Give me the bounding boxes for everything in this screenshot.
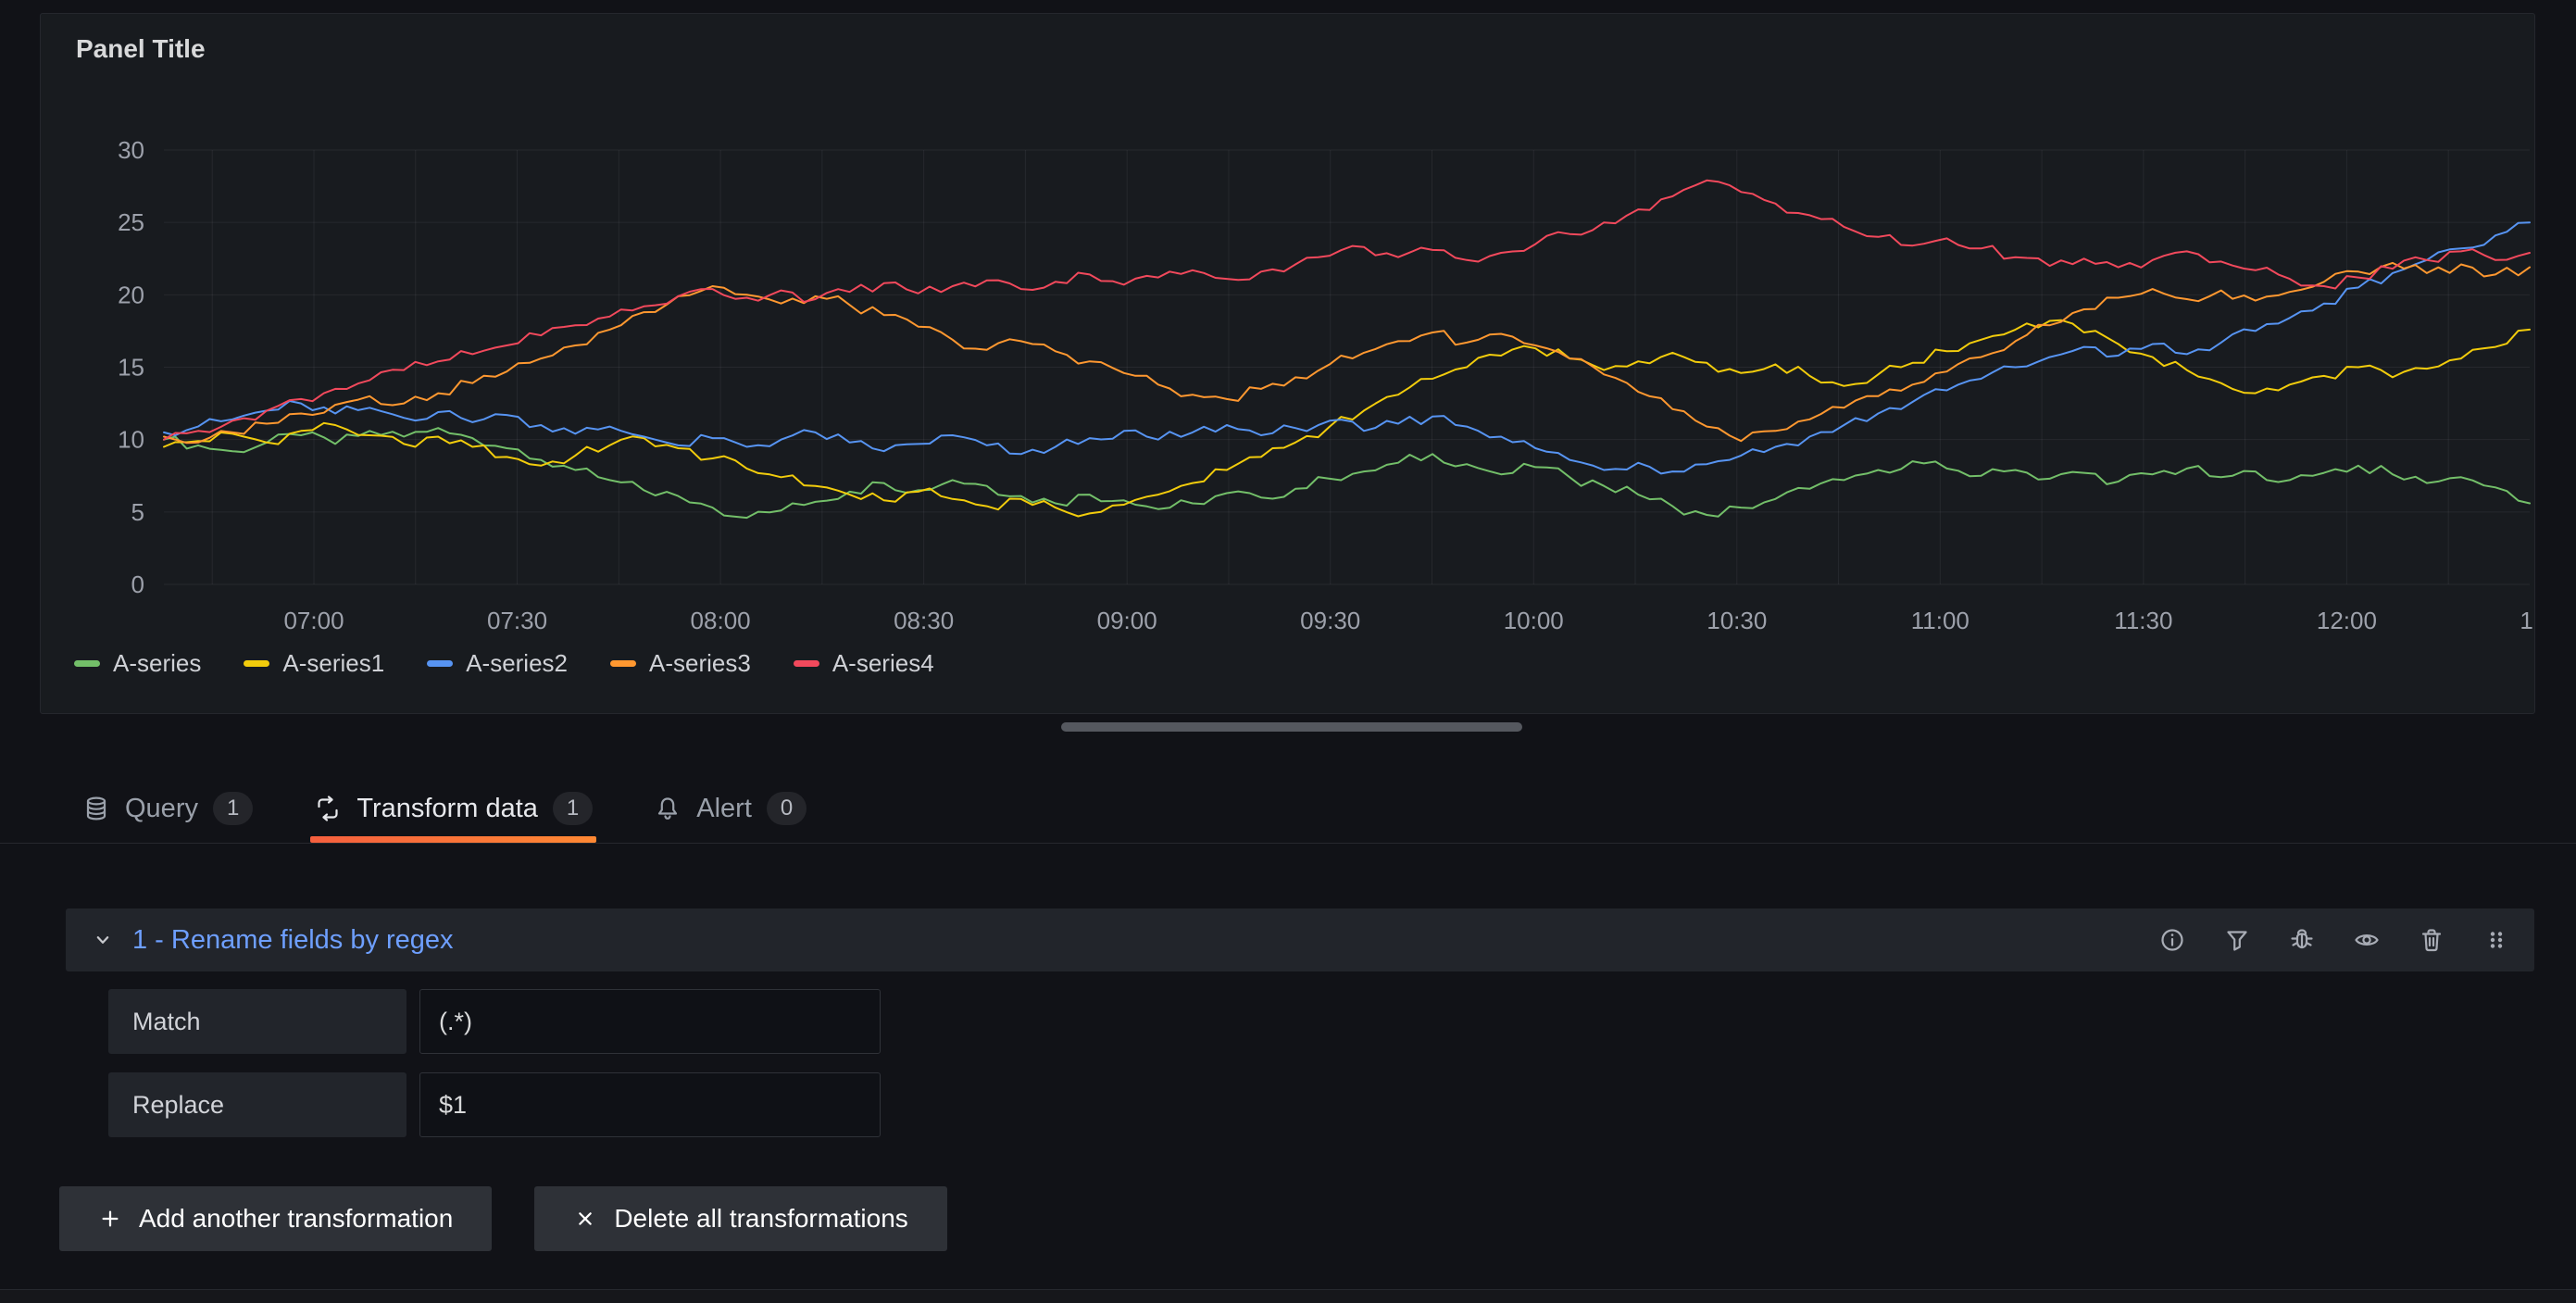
replace-label: Replace (108, 1072, 406, 1137)
svg-text:11:30: 11:30 (2114, 607, 2172, 634)
delete-all-transformations-button[interactable]: Delete all transformations (534, 1186, 947, 1251)
svg-text:30: 30 (118, 136, 144, 164)
svg-text:20: 20 (118, 281, 144, 308)
svg-text:12:00: 12:00 (2317, 607, 2377, 634)
time-series-chart[interactable]: 0 5 10 15 20 25 30 07:00 07:30 08:00 08:30 09:00 09:… (41, 14, 2532, 711)
transform-icon (314, 795, 342, 822)
graph-panel: Panel Title 0 5 10 15 20 25 30 07:00 07:30 08:00 0… (40, 13, 2535, 714)
tab-label: Query (125, 793, 198, 823)
transformation-header: 1 - Rename fields by regex (66, 908, 2534, 971)
legend-label: A-series3 (649, 649, 751, 677)
legend-item[interactable]: A-series4 (793, 649, 934, 678)
svg-text:08:00: 08:00 (691, 607, 751, 634)
svg-text:10:00: 10:00 (1504, 607, 1564, 634)
svg-text:08:30: 08:30 (894, 607, 954, 634)
svg-text:10: 10 (118, 426, 144, 454)
tab-alert[interactable]: Alert 0 (650, 774, 810, 843)
close-icon (573, 1207, 597, 1231)
legend-label: A-series1 (282, 649, 385, 677)
tabbar-divider (0, 843, 2576, 844)
editor-tabbar: Query 1 Transform data 1 Alert 0 (79, 774, 810, 843)
match-label: Match (108, 989, 406, 1054)
database-icon (82, 795, 110, 822)
svg-text:09:30: 09:30 (1300, 607, 1360, 634)
tab-label: Alert (696, 793, 752, 823)
svg-text:10:30: 10:30 (1707, 607, 1767, 634)
svg-text:15: 15 (118, 354, 144, 382)
replace-input[interactable] (419, 1072, 881, 1137)
tab-count-badge: 0 (766, 792, 807, 825)
chart-legend: A-series A-series1 A-series2 A-series3 A-ser… (74, 649, 934, 678)
svg-text:07:30: 07:30 (487, 607, 547, 634)
legend-swatch (74, 660, 100, 667)
filter-icon[interactable] (2223, 926, 2251, 954)
svg-text:09:00: 09:00 (1097, 607, 1157, 634)
delete-all-transformations-label: Delete all transformations (614, 1204, 908, 1233)
tab-count-badge: 1 (552, 792, 594, 825)
add-transformation-button[interactable]: Add another transformation (59, 1186, 493, 1251)
eye-icon[interactable] (2353, 926, 2381, 954)
trash-icon[interactable] (2418, 926, 2445, 954)
bell-icon (654, 795, 682, 822)
plus-icon (98, 1207, 122, 1231)
info-icon[interactable] (2158, 926, 2186, 954)
bottom-divider (0, 1289, 2576, 1303)
svg-text:12:30: 12:30 (2520, 607, 2532, 634)
svg-text:5: 5 (131, 498, 144, 526)
match-field-row: Match (108, 989, 881, 1054)
bug-icon[interactable] (2288, 926, 2316, 954)
horizontal-scrollbar[interactable] (1061, 722, 1522, 732)
panel-title[interactable]: Panel Title (76, 34, 206, 63)
replace-field-row: Replace (108, 1072, 881, 1137)
grip-icon[interactable] (2482, 926, 2510, 954)
legend-item[interactable]: A-series (74, 649, 201, 678)
add-transformation-label: Add another transformation (139, 1204, 454, 1233)
transformation-toolbar (2158, 926, 2510, 954)
transformation-title[interactable]: 1 - Rename fields by regex (132, 924, 454, 955)
legend-item[interactable]: A-series3 (610, 649, 751, 678)
svg-text:07:00: 07:00 (283, 607, 344, 634)
tab-label: Transform data (356, 793, 538, 823)
tab-query[interactable]: Query 1 (79, 774, 256, 843)
tab-transform-data[interactable]: Transform data 1 (310, 774, 597, 843)
legend-item[interactable]: A-series1 (244, 649, 384, 678)
legend-item[interactable]: A-series2 (427, 649, 568, 678)
chevron-down-icon[interactable] (90, 927, 116, 953)
active-tab-indicator (310, 836, 597, 843)
legend-swatch (244, 660, 270, 667)
svg-text:25: 25 (118, 208, 144, 236)
svg-text:0: 0 (131, 570, 144, 598)
legend-label: A-series4 (832, 649, 934, 677)
transformation-actions: Add another transformation Delete all tr… (59, 1186, 947, 1251)
legend-swatch (610, 660, 637, 667)
tab-count-badge: 1 (212, 792, 254, 825)
legend-swatch (427, 660, 454, 667)
match-input[interactable] (419, 989, 881, 1054)
legend-swatch (793, 660, 819, 667)
legend-label: A-series (113, 649, 202, 677)
legend-label: A-series2 (466, 649, 569, 677)
svg-text:11:00: 11:00 (1911, 607, 1970, 634)
